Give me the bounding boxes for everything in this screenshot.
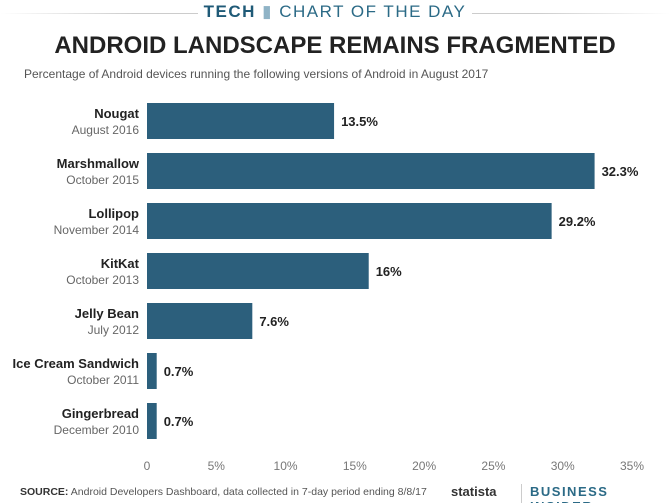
section-label: TECH — [203, 2, 256, 21]
bar — [147, 303, 253, 339]
x-tick-label: 20% — [412, 459, 436, 473]
x-tick-label: 15% — [343, 459, 367, 473]
release-date-label: October 2015 — [66, 173, 139, 187]
release-date-label: August 2016 — [72, 123, 140, 137]
value-label: 0.7% — [164, 364, 194, 379]
x-tick-label: 30% — [551, 459, 575, 473]
x-tick-label: 5% — [208, 459, 226, 473]
business-insider-logo: BUSINESS INSIDER — [521, 484, 670, 503]
bar — [147, 203, 552, 239]
bar — [147, 153, 595, 189]
release-date-label: October 2011 — [67, 373, 139, 387]
category-label: Ice Cream Sandwich — [13, 356, 139, 371]
source-label: SOURCE: — [20, 486, 69, 498]
source-note: SOURCE: Android Developers Dashboard, da… — [20, 486, 427, 498]
category-label: Marshmallow — [57, 156, 140, 171]
category-label: Nougat — [94, 106, 139, 121]
bar — [147, 403, 157, 439]
release-date-label: November 2014 — [54, 223, 140, 237]
chart-title: ANDROID LANDSCAPE REMAINS FRAGMENTED — [54, 32, 616, 59]
release-date-label: July 2012 — [88, 323, 140, 337]
chart-of-the-day-header: TECH ▮ CHART OF THE DAY — [0, 2, 670, 22]
x-tick-label: 10% — [274, 459, 298, 473]
category-label: Jelly Bean — [75, 306, 139, 321]
value-label: 0.7% — [164, 414, 194, 429]
category-label: KitKat — [101, 256, 140, 271]
bar-chart-icon: ▮ — [262, 2, 274, 21]
value-label: 16% — [376, 264, 402, 279]
statista-logo: statista — [451, 484, 497, 499]
bar — [147, 103, 335, 139]
release-date-label: December 2010 — [54, 423, 140, 437]
category-label: Gingerbread — [62, 406, 139, 421]
release-date-label: October 2013 — [66, 273, 139, 287]
x-tick-label: 0 — [144, 459, 151, 473]
x-tick-label: 25% — [481, 459, 505, 473]
header-label: CHART OF THE DAY — [279, 2, 467, 21]
chart-subtitle: Percentage of Android devices running th… — [24, 67, 489, 81]
value-label: 13.5% — [341, 114, 378, 129]
bar — [147, 353, 157, 389]
value-label: 29.2% — [559, 214, 596, 229]
value-label: 32.3% — [602, 164, 639, 179]
value-label: 7.6% — [259, 314, 289, 329]
x-tick-label: 35% — [620, 459, 644, 473]
bar — [147, 253, 369, 289]
source-text: Android Developers Dashboard, data colle… — [68, 486, 427, 498]
category-label: Lollipop — [88, 206, 139, 221]
